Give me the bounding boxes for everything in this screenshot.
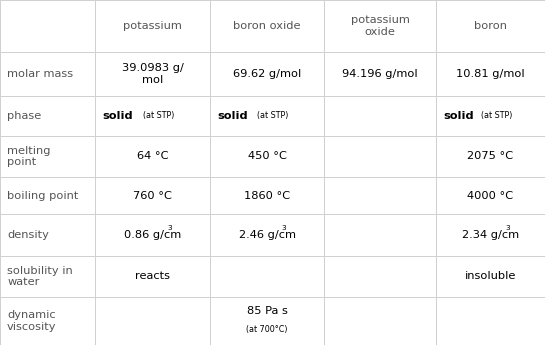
Text: 3: 3 (282, 225, 286, 230)
Text: 2.46 g/cm: 2.46 g/cm (239, 230, 295, 240)
Text: solid: solid (443, 111, 474, 121)
Text: 94.196 g/mol: 94.196 g/mol (342, 69, 418, 79)
Text: 69.62 g/mol: 69.62 g/mol (233, 69, 301, 79)
Text: 10.81 g/mol: 10.81 g/mol (456, 69, 525, 79)
Text: boron: boron (474, 21, 507, 31)
Text: boron oxide: boron oxide (233, 21, 301, 31)
Text: potassium
oxide: potassium oxide (350, 15, 410, 37)
Text: density: density (7, 230, 49, 240)
Text: reacts: reacts (135, 272, 170, 282)
Text: 450 °C: 450 °C (247, 151, 287, 161)
Text: molar mass: molar mass (7, 69, 73, 79)
Text: (at STP): (at STP) (143, 111, 174, 120)
Text: 0.86 g/cm: 0.86 g/cm (124, 230, 181, 240)
Text: solubility in
water: solubility in water (7, 266, 73, 287)
Text: 85 Pa s: 85 Pa s (247, 306, 288, 316)
Text: 64 °C: 64 °C (137, 151, 168, 161)
Text: 2075 °C: 2075 °C (468, 151, 513, 161)
Text: boiling point: boiling point (7, 191, 78, 201)
Text: solid: solid (102, 111, 133, 121)
Text: 39.0983 g/
mol: 39.0983 g/ mol (122, 63, 184, 85)
Text: 4000 °C: 4000 °C (468, 191, 513, 201)
Text: insoluble: insoluble (465, 272, 516, 282)
Text: potassium: potassium (123, 21, 182, 31)
Text: 3: 3 (505, 225, 510, 230)
Text: (at STP): (at STP) (257, 111, 288, 120)
Text: 1860 °C: 1860 °C (244, 191, 290, 201)
Text: 3: 3 (167, 225, 172, 230)
Text: 2.34 g/cm: 2.34 g/cm (462, 230, 519, 240)
Text: melting
point: melting point (7, 146, 51, 167)
Text: (at 700°C): (at 700°C) (246, 325, 288, 334)
Text: (at STP): (at STP) (481, 111, 513, 120)
Text: 760 °C: 760 °C (133, 191, 172, 201)
Text: phase: phase (7, 111, 41, 121)
Text: dynamic
viscosity: dynamic viscosity (7, 310, 57, 332)
Text: solid: solid (217, 111, 247, 121)
